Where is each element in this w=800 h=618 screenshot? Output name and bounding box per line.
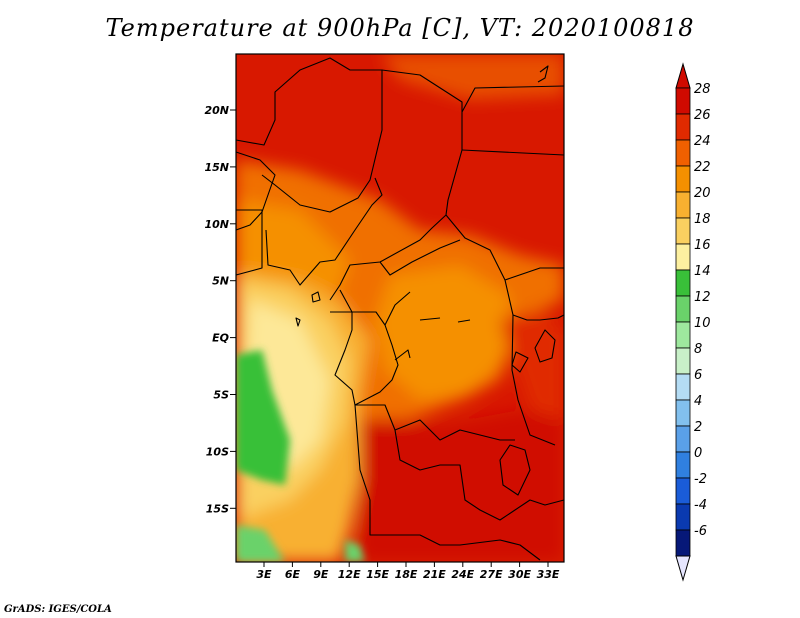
- lon-label: 30E: [508, 568, 531, 581]
- lat-label: 20N: [204, 104, 229, 117]
- grads-credit: GrADS: IGES/COLA: [4, 604, 112, 615]
- colorbar-swatch: [675, 295, 691, 323]
- lat-label: 5S: [213, 389, 229, 402]
- temperature-field: [236, 54, 564, 562]
- country-borders: [235, 57, 565, 561]
- colorbar-bottom-arrow: [675, 555, 691, 582]
- lon-label: 18E: [395, 568, 418, 581]
- lat-label: EQ: [212, 332, 229, 345]
- lat-label: 15S: [206, 502, 229, 515]
- lon-label: 15E: [366, 568, 389, 581]
- colorbar-swatch: [675, 217, 691, 245]
- lon-label: 9E: [313, 568, 329, 581]
- colorbar-swatch: [675, 425, 691, 453]
- map-title: Temperature at 900hPa [C], VT: 202010081…: [105, 14, 695, 42]
- lon-label: 12E: [338, 568, 361, 581]
- colorbar-label: 18: [694, 212, 711, 227]
- lon-label: 27E: [480, 568, 503, 581]
- colorbar-swatch: [675, 373, 691, 401]
- colorbar-label: -2: [694, 472, 707, 487]
- lat-label: 10S: [206, 445, 229, 458]
- colorbar-swatch: [675, 113, 691, 141]
- colorbar-swatch: [675, 139, 691, 167]
- lat-label: 15N: [204, 161, 229, 174]
- lat-label: 5N: [212, 275, 229, 288]
- colorbar-label: 14: [694, 264, 711, 279]
- colorbar-label: -6: [694, 524, 707, 539]
- colorbar-swatch: [675, 503, 691, 531]
- colorbar-swatch: [675, 165, 691, 193]
- lon-label: 21E: [423, 568, 446, 581]
- colorbar-label: 16: [694, 238, 711, 253]
- lon-label: 33E: [537, 568, 560, 581]
- colorbar-label: 4: [694, 394, 702, 409]
- colorbar-swatch: [675, 269, 691, 297]
- colorbar-label: 26: [694, 108, 711, 123]
- colorbar-label: 6: [694, 368, 702, 383]
- longitude-axis: 3E 6E 9E 12E 15E 18E 21E 24E 27E 30E 33E: [256, 562, 560, 581]
- colorbar-label: 12: [694, 290, 711, 305]
- colorbar-swatch: [675, 451, 691, 479]
- lat-label: 10N: [204, 218, 229, 231]
- lon-label: 6E: [285, 568, 301, 581]
- map-frame: [235, 53, 565, 563]
- colorbar-label: 28: [694, 82, 711, 97]
- colorbar-label: -4: [694, 498, 707, 513]
- colorbar-label: 8: [694, 342, 702, 357]
- colorbar-swatch: [675, 243, 691, 271]
- colorbar-swatch: [675, 347, 691, 375]
- colorbar-label: 0: [694, 446, 702, 461]
- lon-label: 3E: [256, 568, 272, 581]
- colorbar-swatch: [675, 477, 691, 505]
- colorbar-swatch: [675, 321, 691, 349]
- colorbar-label: 2: [694, 420, 702, 435]
- colorbar-label: 10: [694, 316, 711, 331]
- colorbar-label: 22: [694, 160, 711, 175]
- lon-label: 24E: [451, 568, 474, 581]
- colorbar-swatch: [675, 87, 691, 115]
- colorbar-label: 20: [694, 186, 711, 201]
- latitude-axis: 20N 15N 10N 5N EQ 5S 10S 15S: [204, 104, 236, 515]
- colorbar-top-arrow: [675, 62, 691, 89]
- colorbar-swatch: [675, 191, 691, 219]
- colorbar-swatch: [675, 529, 691, 557]
- colorbar-label: 24: [694, 134, 711, 149]
- colorbar-swatch: [675, 399, 691, 427]
